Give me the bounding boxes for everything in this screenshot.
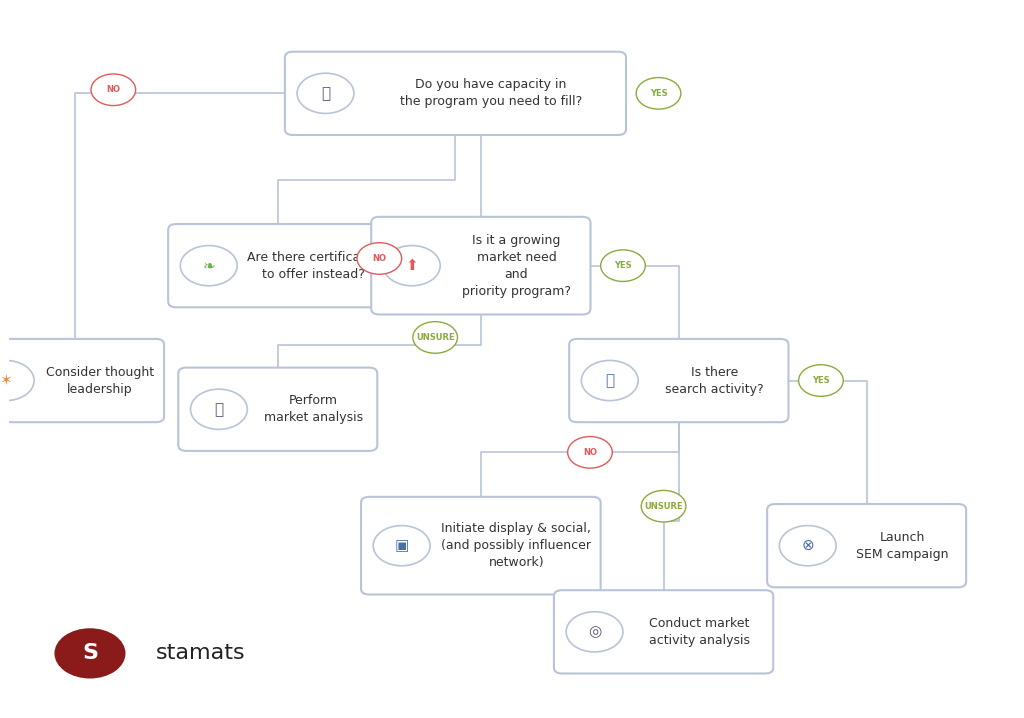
Text: Initiate display & social,
(and possibly influencer
network): Initiate display & social, (and possibly… (441, 522, 592, 569)
FancyBboxPatch shape (554, 590, 773, 673)
Text: Conduct market
activity analysis: Conduct market activity analysis (648, 617, 750, 647)
Text: Launch
SEM campaign: Launch SEM campaign (856, 531, 948, 561)
Text: Is it a growing
market need
and
priority program?: Is it a growing market need and priority… (462, 233, 570, 298)
Circle shape (190, 389, 248, 429)
Text: ⌕: ⌕ (214, 402, 223, 416)
Text: Consider thought
leadership: Consider thought leadership (46, 365, 155, 396)
Circle shape (641, 490, 686, 522)
Circle shape (799, 365, 844, 396)
Circle shape (567, 437, 612, 468)
Text: stamats: stamats (156, 643, 246, 663)
Circle shape (413, 322, 458, 353)
Circle shape (383, 246, 440, 286)
Circle shape (297, 73, 354, 113)
Circle shape (601, 250, 645, 281)
Circle shape (779, 526, 837, 566)
Text: ⬆: ⬆ (406, 258, 418, 273)
Text: ▣: ▣ (394, 538, 409, 553)
Text: YES: YES (614, 261, 632, 270)
Text: NO: NO (106, 85, 121, 94)
Text: Is there
search activity?: Is there search activity? (665, 365, 764, 396)
Text: ⊗: ⊗ (802, 538, 814, 553)
Text: S: S (82, 643, 98, 663)
Circle shape (54, 628, 126, 679)
FancyBboxPatch shape (767, 504, 966, 587)
Circle shape (91, 74, 135, 106)
Text: NO: NO (583, 448, 597, 457)
Text: UNSURE: UNSURE (416, 333, 455, 342)
Text: ⦿: ⦿ (605, 373, 614, 388)
Text: Do you have capacity in
the program you need to fill?: Do you have capacity in the program you … (399, 78, 582, 108)
Circle shape (373, 526, 430, 566)
Circle shape (566, 612, 623, 652)
FancyBboxPatch shape (569, 339, 788, 422)
Circle shape (582, 360, 638, 401)
FancyBboxPatch shape (361, 497, 601, 595)
Text: ◎: ◎ (588, 625, 601, 639)
FancyBboxPatch shape (0, 339, 164, 422)
Text: ❧: ❧ (203, 258, 215, 273)
FancyBboxPatch shape (178, 368, 377, 451)
Text: NO: NO (373, 254, 386, 263)
Circle shape (636, 78, 681, 109)
Circle shape (180, 246, 238, 286)
Text: YES: YES (812, 376, 829, 385)
Text: YES: YES (649, 89, 668, 98)
Text: ⛇: ⛇ (321, 86, 330, 101)
FancyBboxPatch shape (285, 52, 626, 135)
Text: ✶: ✶ (0, 373, 12, 388)
Text: Perform
market analysis: Perform market analysis (264, 394, 362, 424)
Text: UNSURE: UNSURE (644, 502, 683, 510)
Circle shape (0, 360, 34, 401)
FancyBboxPatch shape (168, 224, 387, 307)
FancyBboxPatch shape (371, 217, 591, 314)
Circle shape (357, 243, 401, 274)
Text: Are there certificates
to offer instead?: Are there certificates to offer instead? (247, 251, 380, 281)
